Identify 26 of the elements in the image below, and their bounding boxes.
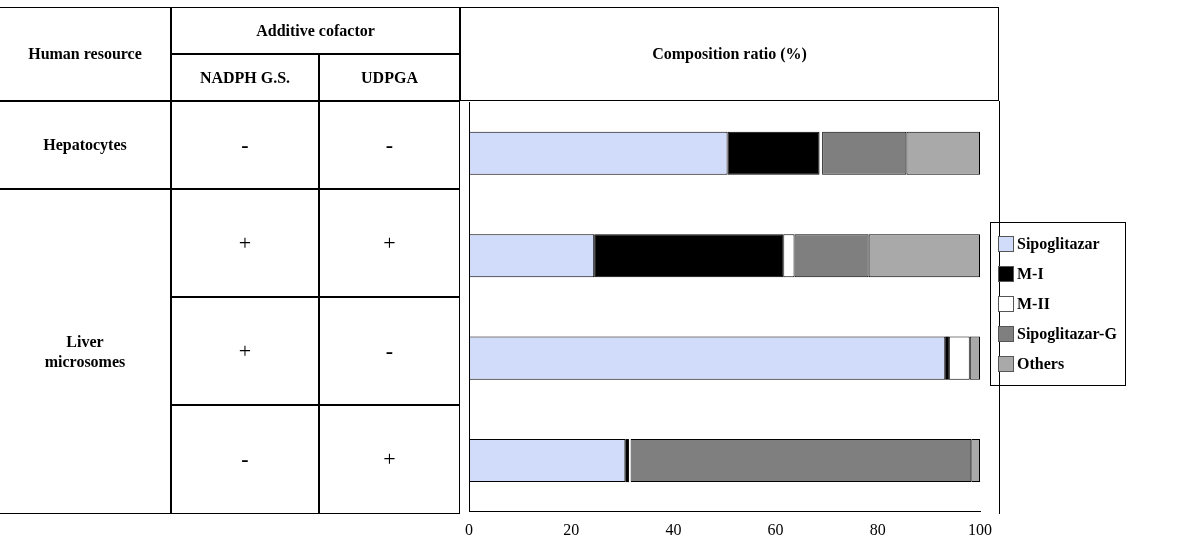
text: Additive cofactor (256, 20, 375, 41)
text: - (385, 131, 394, 159)
text: + (383, 229, 396, 257)
text: - (385, 337, 394, 365)
x-tick-label: 60 (767, 520, 784, 538)
x-tick-label: 20 (563, 520, 580, 538)
text: + (238, 229, 252, 257)
text: Human resource (28, 44, 142, 64)
legend-label: Sipoglitazar-G (1017, 325, 1117, 343)
text: Hepatocytes (43, 135, 127, 155)
legend-label: Sipoglitazar (1017, 235, 1100, 253)
text: - (241, 131, 249, 159)
text: + (238, 337, 252, 365)
legend-label: M-I (1017, 265, 1044, 283)
chart-title: Composition ratio (%) (652, 44, 807, 64)
text: NADPH G.S. (199, 67, 291, 88)
legend-label: Others (1017, 355, 1065, 373)
text: - (241, 446, 249, 473)
legend-label: M-II (1017, 295, 1050, 313)
text: UDPGA (361, 67, 418, 88)
x-tick-label: 40 (665, 520, 682, 538)
text: + (383, 446, 396, 473)
x-tick-label: 80 (869, 520, 886, 538)
text: Liver microsomes (43, 332, 127, 371)
x-tick-label: 100 (968, 520, 992, 538)
x-tick-label: 0 (465, 520, 473, 538)
